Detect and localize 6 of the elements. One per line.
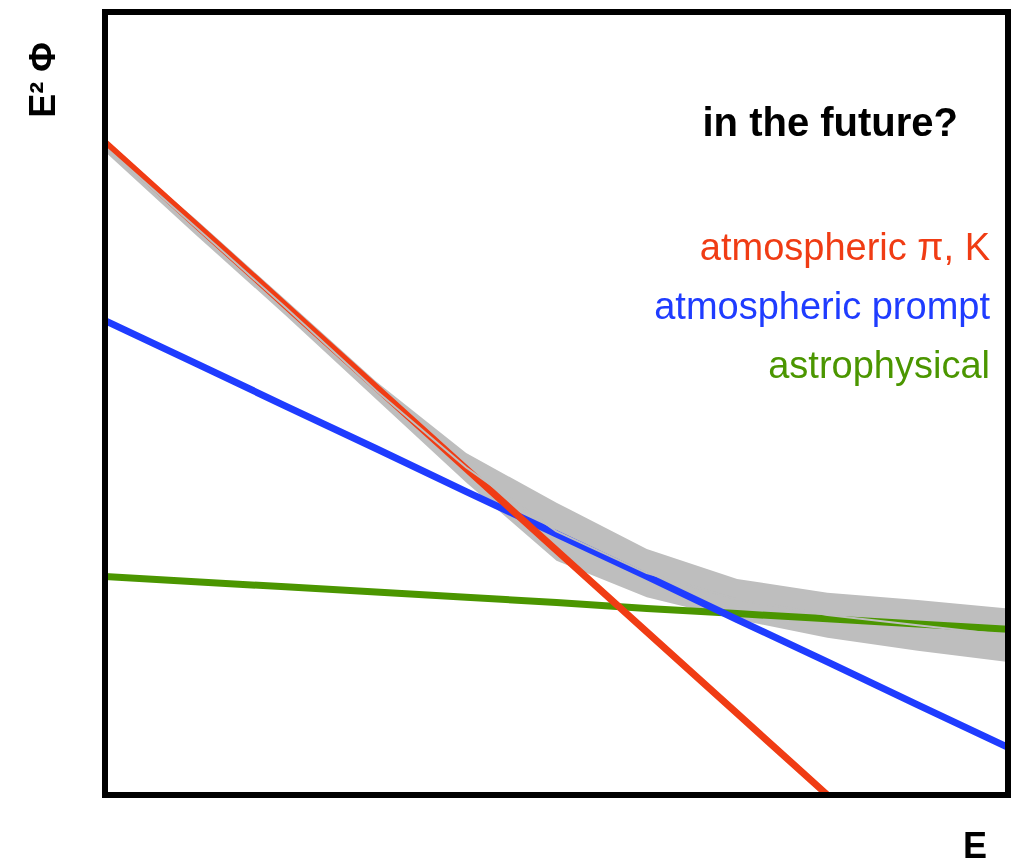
text: astrophysical	[768, 344, 990, 387]
annotation: in the future?	[702, 100, 958, 145]
text: atmospheric π, K	[699, 226, 990, 269]
x-axis-title: E	[962, 824, 988, 866]
text: atmospheric prompt	[654, 285, 991, 328]
y-axis-title: E² Φ	[21, 42, 63, 118]
